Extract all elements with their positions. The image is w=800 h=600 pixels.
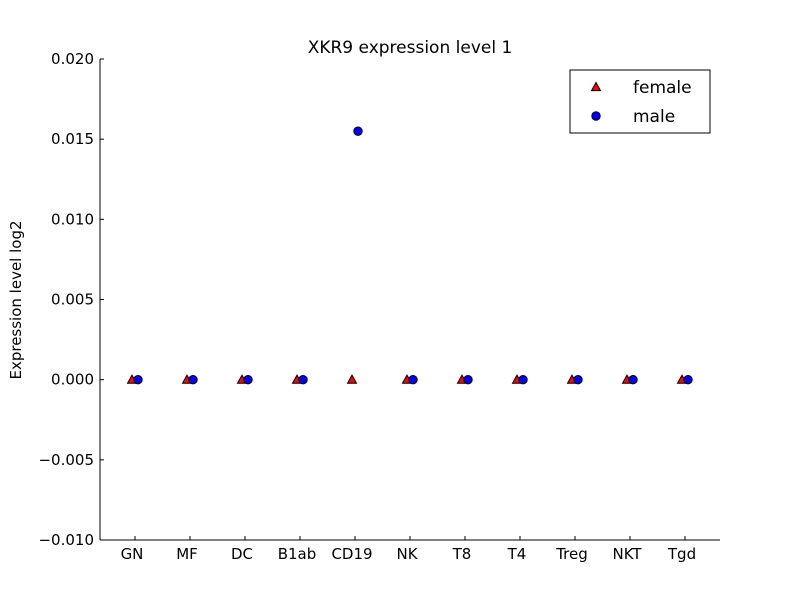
legend: female male xyxy=(569,69,711,134)
male-point xyxy=(298,374,308,385)
legend-box xyxy=(569,69,711,134)
y-axis-label: Expression level log2 xyxy=(7,220,25,379)
x-tick-label: NKT xyxy=(612,545,642,563)
x-tick-label: T4 xyxy=(507,545,527,563)
male-point xyxy=(683,374,693,385)
x-tick-label: NK xyxy=(396,545,418,563)
chart-title: XKR9 expression level 1 xyxy=(308,38,513,58)
male-point xyxy=(463,374,473,385)
y-tick-label: 0.010 xyxy=(51,210,94,228)
x-tick-label: T8 xyxy=(452,545,472,563)
male-point xyxy=(188,374,198,385)
x-tick-label: CD19 xyxy=(331,545,372,563)
x-tick-label: Tgd xyxy=(667,545,696,563)
male-point xyxy=(243,374,253,385)
x-tick-label: DC xyxy=(231,545,253,563)
male-point xyxy=(628,374,638,385)
male-point xyxy=(353,126,363,136)
x-axis-ticks: GN MF DC B1ab CD19 NK T8 T4 Treg NKT Tgd xyxy=(121,536,696,563)
y-tick-label: 0.015 xyxy=(51,130,94,148)
x-tick-label: Treg xyxy=(555,545,588,563)
y-tick-label: 0.005 xyxy=(51,291,94,309)
x-tick-label: MF xyxy=(176,545,198,563)
data-points xyxy=(126,126,693,385)
legend-female-marker xyxy=(590,81,602,92)
y-tick-label: 0.020 xyxy=(51,50,94,68)
legend-label: male xyxy=(633,107,675,127)
y-tick-label: −0.010 xyxy=(38,531,94,549)
legend-male-marker xyxy=(591,111,601,121)
male-point xyxy=(408,374,418,385)
legend-label: female xyxy=(633,78,692,98)
male-point xyxy=(133,374,143,385)
x-tick-label: GN xyxy=(121,545,144,563)
male-point xyxy=(518,374,528,385)
y-axis-ticks: −0.010 −0.005 0.000 0.005 0.010 0.015 0.020 xyxy=(38,50,104,549)
male-point xyxy=(573,374,583,385)
y-tick-label: −0.005 xyxy=(38,451,94,469)
female-point xyxy=(346,374,358,384)
y-tick-label: 0.000 xyxy=(51,371,94,389)
x-tick-label: B1ab xyxy=(278,545,317,563)
